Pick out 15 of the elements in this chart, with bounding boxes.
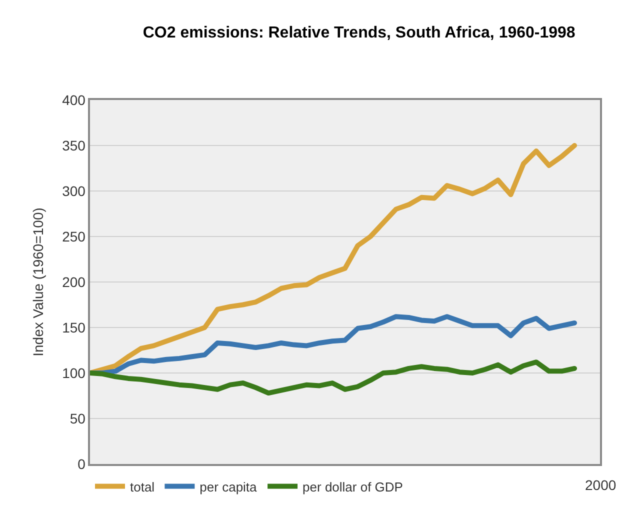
- y-tick-label: 100: [62, 364, 86, 381]
- y-tick-label: 150: [62, 319, 86, 336]
- y-tick-label: 350: [62, 137, 86, 154]
- y-tick-label: 400: [62, 92, 86, 108]
- y-tick-label: 250: [62, 228, 86, 244]
- text: 2000: [585, 477, 616, 493]
- chart-title: CO2 emissions: Relative Trends, South Africa, 1960-1998: [142, 24, 576, 42]
- y-tick-label: 300: [62, 182, 86, 199]
- y-tick-label: 200: [62, 274, 86, 290]
- y-tick-label: 50: [70, 410, 86, 426]
- y-tick-label: 0: [78, 456, 86, 472]
- legend-label: per capita: [200, 479, 258, 494]
- legend-label: per dollar of GDP: [302, 479, 403, 494]
- legend-label: total: [130, 479, 155, 494]
- y-axis-title: Index Value (1960=100): [30, 208, 46, 356]
